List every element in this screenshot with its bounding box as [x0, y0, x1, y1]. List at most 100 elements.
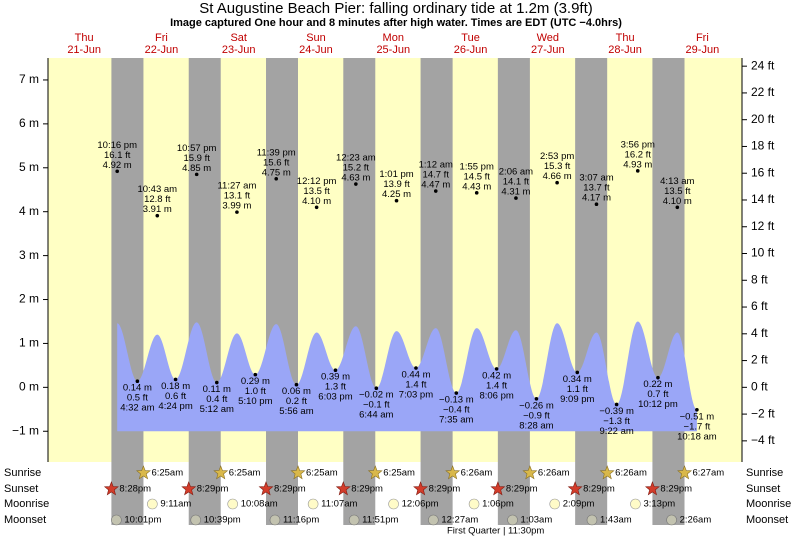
- day-date: 26-Jun: [454, 44, 488, 56]
- moonrise-icon: [388, 498, 399, 510]
- tide-m: 4.92 m: [103, 160, 132, 171]
- tide-ft: 0.6 ft: [165, 391, 186, 402]
- tide-m: 0.22 m: [643, 379, 672, 390]
- y-tick-label: 4 m: [19, 204, 39, 218]
- row-label: Sunset: [4, 483, 38, 495]
- sunrise-time: 6:26am: [538, 468, 570, 479]
- tide-m: 3.91 m: [143, 204, 172, 215]
- tide-time: 7:03 pm: [399, 390, 433, 401]
- tide-ft: 14.7 ft: [423, 170, 450, 181]
- day-date: 29-Jun: [686, 44, 720, 56]
- tide-time: 6:03 pm: [318, 392, 352, 403]
- moonrise-time: 11:07am: [321, 499, 357, 510]
- tide-m: 0.44 m: [401, 370, 430, 381]
- tide-point: [474, 191, 479, 195]
- tide-ft: 1.4 ft: [405, 380, 426, 391]
- tide-time: 9:22 am: [599, 426, 633, 437]
- tide-curve-layer: [117, 321, 697, 432]
- sunset-time: 8:29pm: [351, 484, 383, 495]
- tide-ft: −0.4 ft: [443, 405, 470, 416]
- tide-ft: 13.7 ft: [583, 183, 610, 194]
- moonrise-icon: [630, 498, 641, 510]
- tide-time: 3:07 am: [579, 173, 613, 184]
- tide-point: [555, 180, 559, 185]
- sunrise-time: 6:25am: [383, 468, 415, 479]
- tide-point: [194, 172, 199, 177]
- tide-ft: 1.0 ft: [245, 386, 266, 397]
- tide-point: [656, 375, 660, 380]
- row-label: Sunrise: [746, 467, 783, 479]
- y-tick-label: −1 m: [12, 423, 39, 437]
- tide-m: 0.39 m: [321, 372, 350, 383]
- tide-m: 4.75 m: [262, 167, 291, 178]
- tide-ft: 12.8 ft: [144, 194, 171, 205]
- night-band: [188, 58, 221, 525]
- moonrise-icon: [549, 498, 561, 510]
- y-tick-label: 7 m: [19, 72, 39, 86]
- tide-m: 4.17 m: [582, 193, 611, 204]
- tide-point: [274, 176, 279, 181]
- moonrise-time: 9:11am: [160, 499, 191, 510]
- tide-m: 3.99 m: [222, 201, 251, 212]
- moonrise-time: 1:06pm: [482, 499, 514, 510]
- tide-point: [614, 402, 619, 407]
- sunrise-icon: [522, 465, 538, 480]
- tide-ft: −1.7 ft: [684, 421, 711, 432]
- day-name: Tue: [461, 32, 480, 44]
- tide-point: [433, 189, 438, 193]
- sunrise-icon: [135, 465, 151, 480]
- tide-time: 1:12 am: [419, 160, 453, 171]
- tide-point: [294, 382, 299, 387]
- tide-m: 4.47 m: [421, 180, 450, 191]
- tide-point: [155, 213, 160, 218]
- row-label: Sunset: [746, 483, 780, 495]
- tide-point: [235, 210, 239, 214]
- y-tick-label: 6 m: [19, 116, 39, 130]
- sunset-time: 8:29pm: [583, 484, 615, 495]
- tide-ft: −0.9 ft: [523, 410, 550, 421]
- day-date: 28-Jun: [608, 44, 642, 56]
- tide-point: [494, 367, 499, 371]
- tide-ft: 16.1 ft: [104, 150, 131, 161]
- tide-time: 12:12 pm: [297, 176, 337, 187]
- moonset-time: 10:01pm: [124, 515, 161, 526]
- tide-time: 12:23 am: [336, 153, 376, 164]
- y-tick-label: 1 m: [19, 336, 39, 350]
- sunrise-time: 6:26am: [615, 468, 647, 479]
- tide-ft: 13.9 ft: [383, 179, 410, 190]
- moonset-time: 1:43am: [600, 515, 632, 526]
- y2-tick-label: 12 ft: [751, 219, 775, 233]
- sunrise-time: 6:25am: [306, 468, 338, 479]
- tide-time: 7:35 am: [439, 415, 473, 426]
- moonset-time: 11:51pm: [362, 515, 398, 526]
- tide-m: 4.25 m: [382, 189, 411, 200]
- sunset-icon: [258, 481, 274, 496]
- moonset-icon: [190, 514, 202, 526]
- sunset-icon: [103, 481, 119, 496]
- moon-phase: First Quarter | 11:30pm: [447, 526, 544, 537]
- tide-m: 0.11 m: [203, 384, 231, 395]
- row-label: Moonrise: [4, 498, 49, 510]
- tide-ft: 13.5 ft: [303, 186, 330, 197]
- sunset-time: 8:29pm: [660, 484, 692, 495]
- moonset-icon: [269, 514, 281, 526]
- day-date: 23-Jun: [222, 44, 256, 56]
- sunset-time: 8:29pm: [506, 484, 538, 495]
- row-label: Moonset: [4, 514, 46, 526]
- night-band: [343, 58, 376, 525]
- sunrise-icon: [599, 465, 615, 480]
- tide-time: 8:28 am: [519, 420, 553, 431]
- tide-time: 5:10 pm: [238, 396, 272, 407]
- moonset-time: 12:27am: [441, 515, 478, 526]
- tide-ft: 14.1 ft: [503, 177, 530, 188]
- tide-m: 0.34 m: [563, 374, 592, 385]
- y2-tick-label: 8 ft: [751, 272, 768, 286]
- moonset-icon: [586, 514, 598, 526]
- labels: St Augustine Beach Pier: falling ordinar…: [4, 0, 791, 537]
- moonset-icon: [507, 514, 518, 526]
- sunset-time: 8:29pm: [429, 484, 461, 495]
- tide-ft: 1.4 ft: [486, 380, 507, 391]
- tide-m: −0.13 m: [439, 395, 474, 406]
- night-band: [111, 58, 144, 525]
- day-date: 22-Jun: [145, 44, 179, 56]
